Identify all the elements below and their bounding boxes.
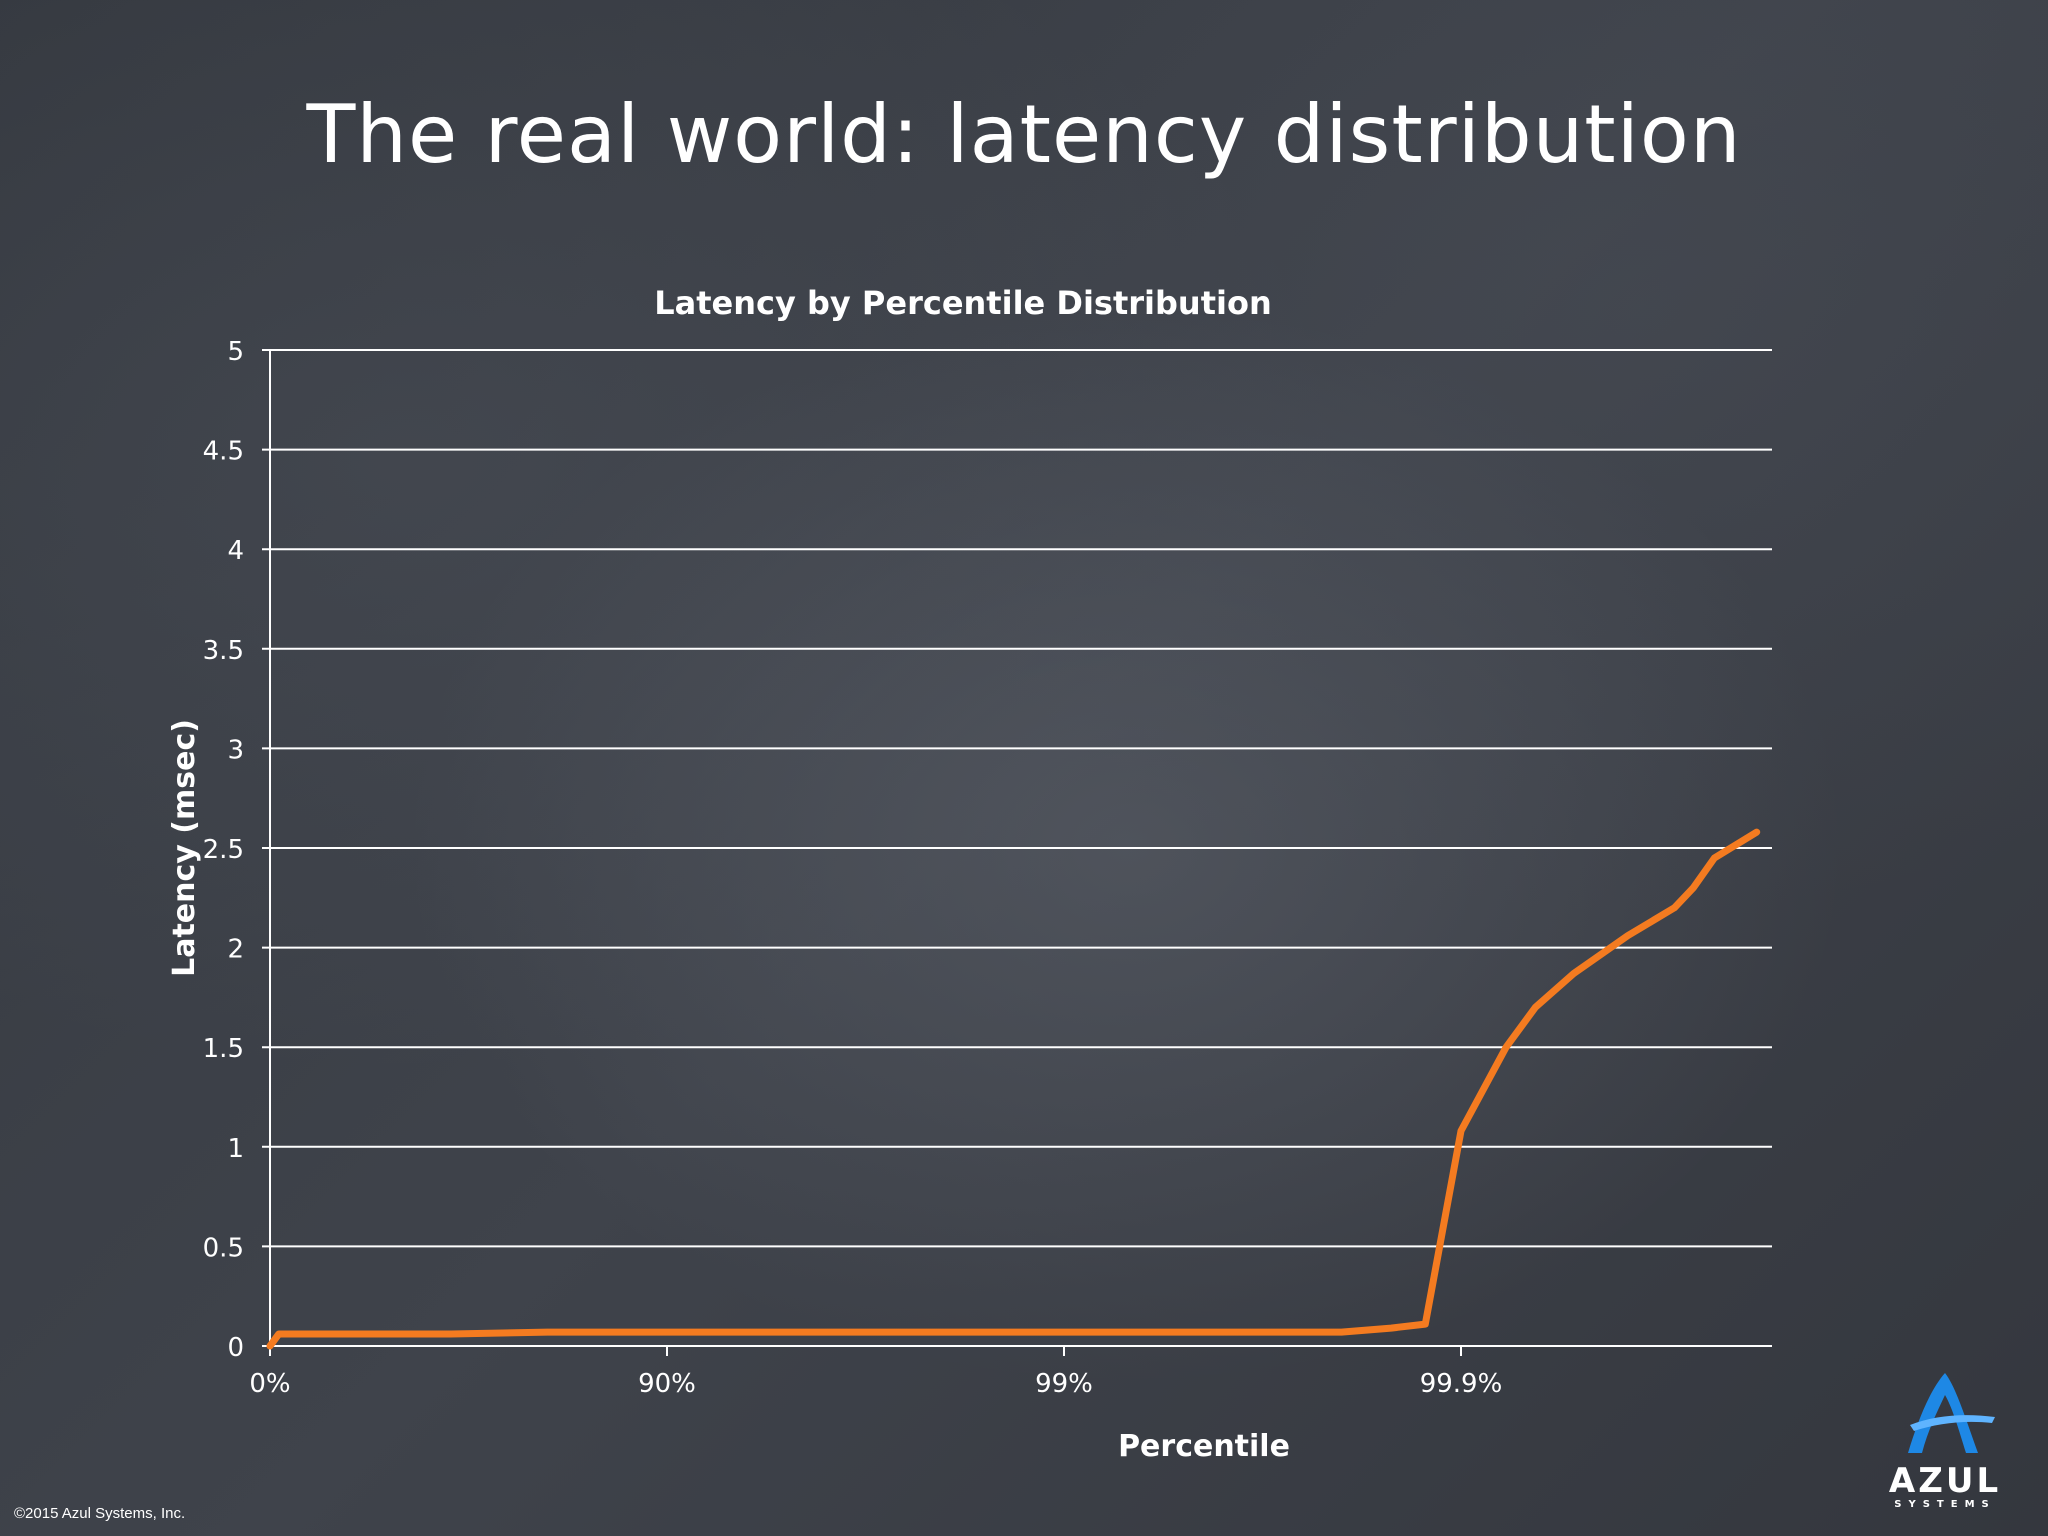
y-tick-label: 3 xyxy=(227,735,244,765)
y-axis-label: Latency (msec) xyxy=(167,719,202,977)
gridlines xyxy=(262,349,1772,1347)
y-tick-label: 2.5 xyxy=(203,835,244,865)
x-axis-label: Percentile xyxy=(1118,1429,1290,1464)
x-tick-label: 90% xyxy=(638,1369,696,1399)
y-tick-label: 4 xyxy=(227,536,244,566)
azul-logo: AZUL SYSTEMS xyxy=(1870,1365,2020,1515)
y-tick-label: 0 xyxy=(227,1333,244,1363)
logo-subtext: SYSTEMS xyxy=(1894,1499,1996,1510)
x-tick-label: 0% xyxy=(249,1369,290,1399)
chart-title: Latency by Percentile Distribution xyxy=(654,284,1271,322)
y-tick-label: 0.5 xyxy=(203,1233,244,1263)
y-tick-label: 2 xyxy=(227,935,244,965)
latency-series-line xyxy=(266,828,1761,1350)
y-tick-label: 3.5 xyxy=(203,636,244,666)
x-tick-label: 99.9% xyxy=(1420,1369,1503,1399)
azul-a-icon xyxy=(1908,1373,1995,1453)
logo-text: AZUL xyxy=(1888,1461,2002,1501)
y-tick-label: 5 xyxy=(227,337,244,367)
x-tick-labels: 0% 90% 99% 99.9% xyxy=(249,1346,1502,1399)
y-tick-label: 4.5 xyxy=(203,437,244,467)
y-tick-label: 1 xyxy=(227,1134,244,1164)
y-tick-labels: 0 0.5 1 1.5 2 2.5 3 3.5 4 4.5 5 xyxy=(203,337,244,1363)
copyright-text: ©2015 Azul Systems, Inc. xyxy=(14,1505,186,1522)
x-tick-label: 99% xyxy=(1035,1369,1093,1399)
y-tick-label: 1.5 xyxy=(203,1034,244,1064)
slide-title: The real world: latency distribution xyxy=(306,88,1742,181)
